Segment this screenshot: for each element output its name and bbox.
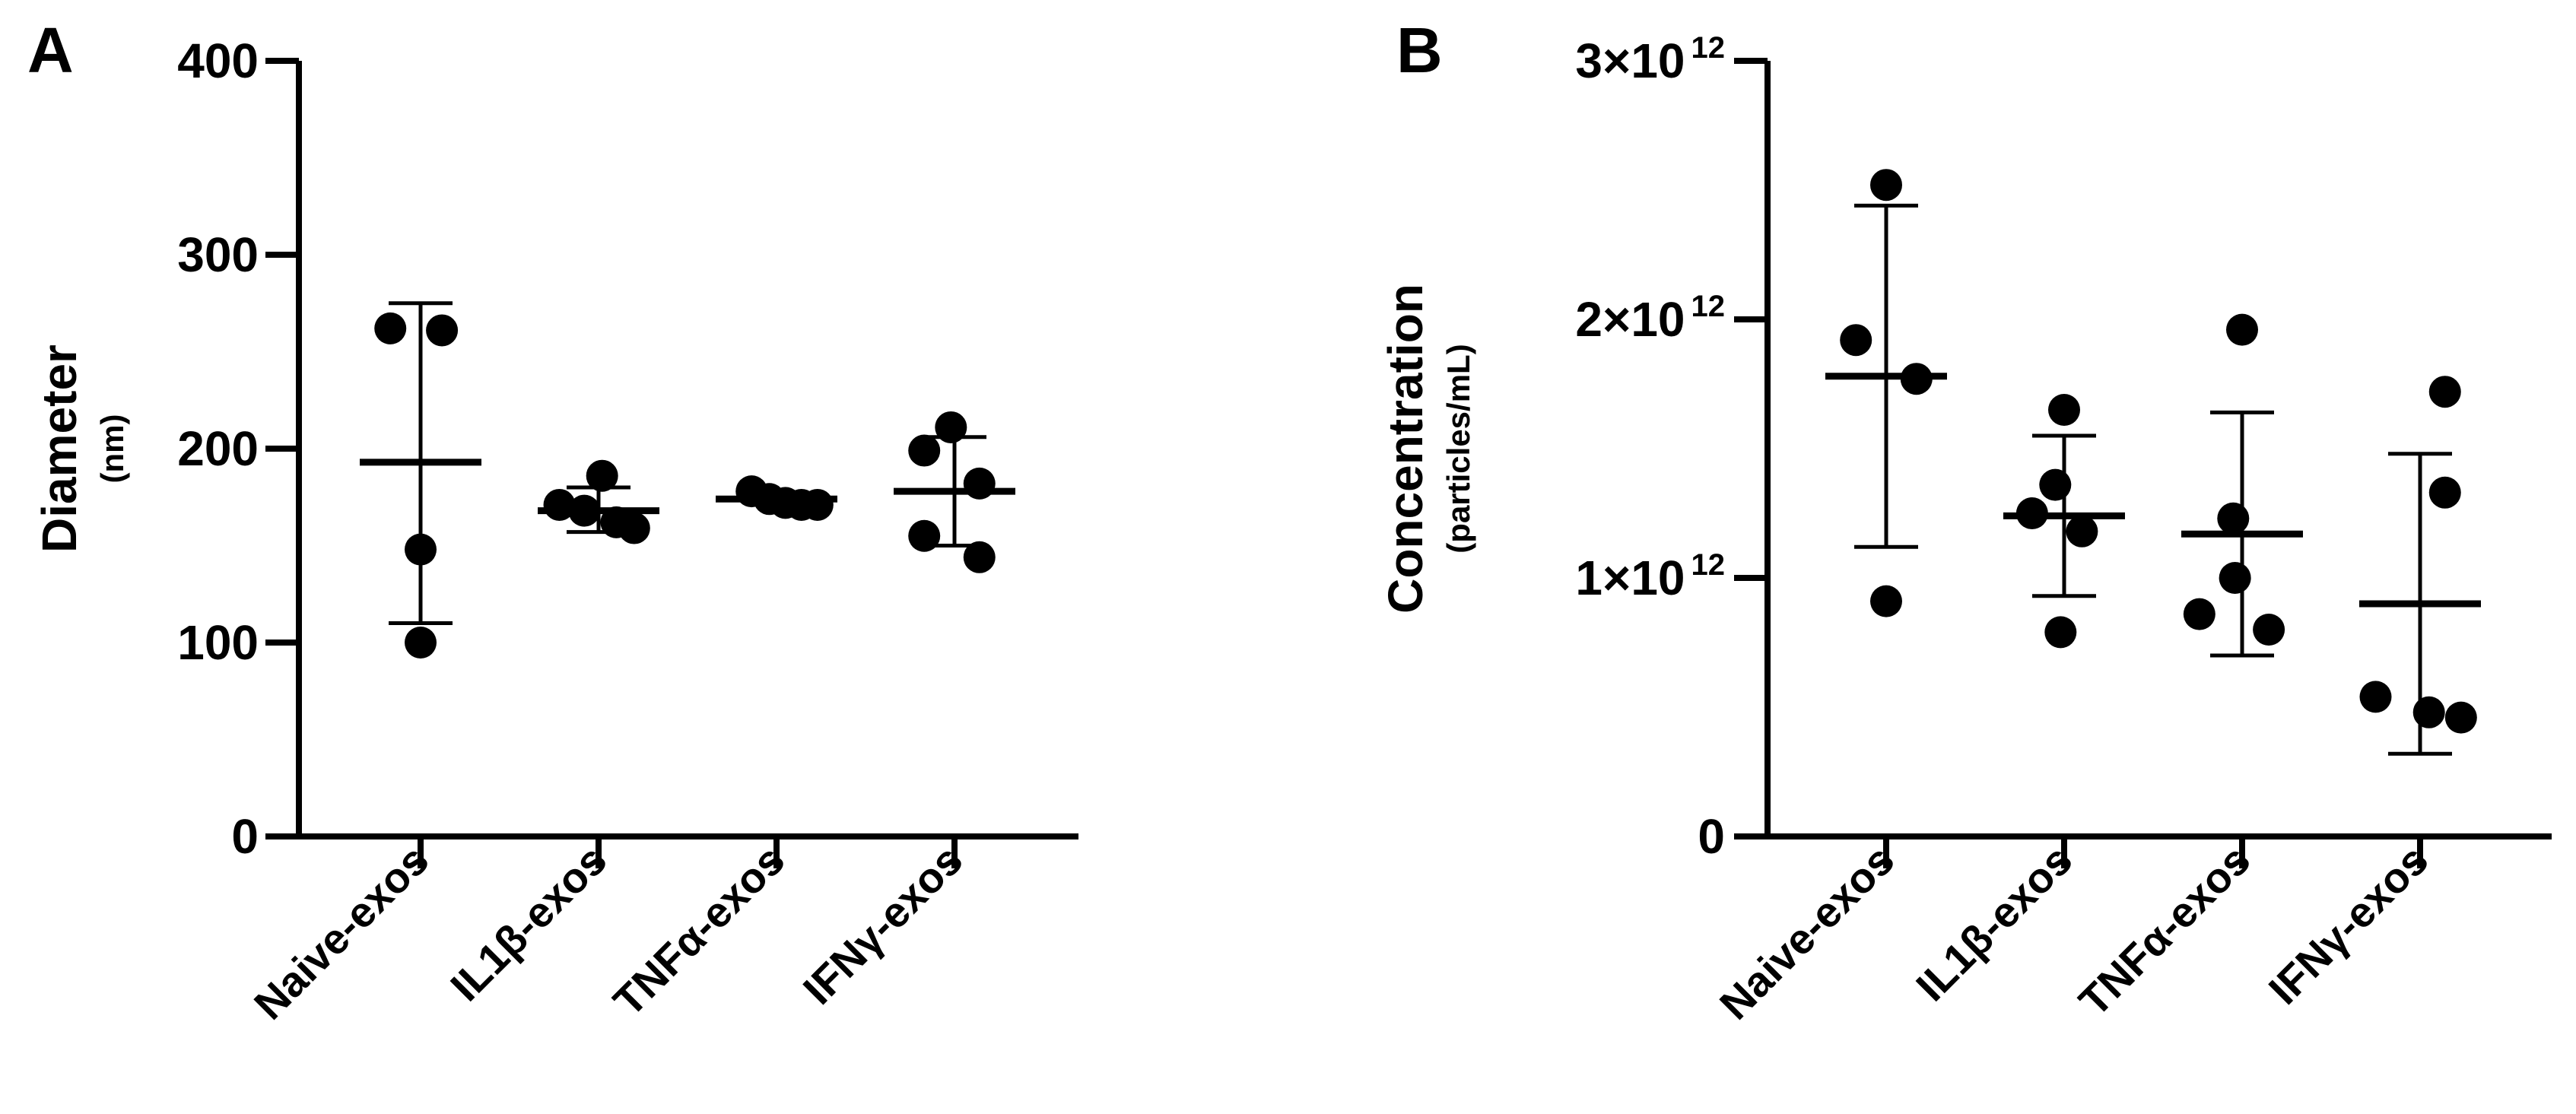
y-tick-label: 0 bbox=[1698, 809, 1725, 864]
data-point bbox=[2217, 502, 2250, 535]
y-axis-title: Diameter bbox=[32, 344, 87, 553]
data-point bbox=[405, 627, 437, 659]
data-point bbox=[426, 314, 459, 347]
data-point bbox=[2044, 616, 2077, 649]
y-tick-label: 3×10 12 bbox=[1575, 31, 1725, 88]
data-group-IFNγ-exos bbox=[2359, 376, 2481, 756]
data-point bbox=[963, 467, 996, 500]
data-point bbox=[2226, 313, 2258, 346]
y-tick-label: 400 bbox=[177, 33, 259, 88]
x-tick-label: IFNγ-exos bbox=[794, 836, 972, 1014]
x-tick-label: TNFα-exos bbox=[2069, 836, 2259, 1025]
data-point bbox=[618, 512, 650, 544]
data-group-IFNγ-exos bbox=[894, 411, 1015, 573]
x-tick-label: TNFα-exos bbox=[604, 836, 793, 1025]
data-point bbox=[405, 533, 437, 566]
data-point bbox=[2183, 598, 2215, 630]
data-point bbox=[2359, 681, 2392, 713]
panel-letter: A bbox=[27, 14, 74, 86]
data-point bbox=[374, 312, 407, 344]
data-point bbox=[1870, 169, 1902, 202]
data-group-Naive-exos bbox=[1825, 169, 1947, 617]
data-point bbox=[543, 488, 576, 521]
x-tick-label: IL1β-exos bbox=[441, 836, 615, 1010]
data-point bbox=[586, 459, 618, 492]
data-point bbox=[1870, 585, 1902, 617]
data-point bbox=[935, 411, 967, 443]
data-point bbox=[2428, 376, 2461, 408]
data-point bbox=[2048, 394, 2080, 426]
data-point bbox=[2253, 614, 2285, 646]
data-point bbox=[568, 494, 601, 527]
data-point bbox=[1840, 324, 1872, 357]
data-point bbox=[2444, 701, 2477, 734]
y-tick-label: 1×10 12 bbox=[1575, 548, 1725, 605]
data-point bbox=[2015, 497, 2048, 529]
data-point bbox=[2066, 515, 2098, 547]
y-tick-label: 2×10 12 bbox=[1575, 290, 1725, 347]
y-axis-title: Concentration bbox=[1378, 284, 1433, 614]
data-group-TNFα-exos bbox=[2181, 313, 2303, 658]
data-group-TNFα-exos bbox=[716, 475, 837, 521]
data-point bbox=[2039, 468, 2072, 501]
data-point bbox=[2219, 562, 2251, 594]
y-axis-unit: (particles/mL) bbox=[1440, 344, 1476, 553]
data-point bbox=[1900, 363, 1933, 395]
y-tick-label: 0 bbox=[231, 809, 259, 864]
y-tick-label: 300 bbox=[177, 227, 259, 282]
data-group-Naive-exos bbox=[360, 301, 481, 659]
panel-letter: B bbox=[1396, 14, 1443, 86]
data-point bbox=[2412, 696, 2445, 728]
data-point bbox=[908, 519, 941, 552]
y-tick-label: 200 bbox=[177, 421, 259, 476]
data-point bbox=[801, 488, 834, 521]
data-point bbox=[2428, 476, 2461, 509]
panel-a: A 0 100 200 300 400 Diameter (nm) Naive-exos IL1β… bbox=[27, 14, 1078, 1029]
x-tick-label: IFNγ-exos bbox=[2260, 836, 2438, 1014]
panel-b: B 0 1×10 12 2×10 12 3×10 12 Concentration (partic… bbox=[1378, 14, 2552, 1029]
data-point bbox=[963, 541, 996, 573]
y-axis-unit: (nm) bbox=[94, 414, 130, 484]
x-tick-label: Naive-exos bbox=[245, 836, 438, 1029]
data-group-IL1β-exos bbox=[2003, 394, 2125, 649]
data-point bbox=[908, 434, 941, 467]
data-group-IL1β-exos bbox=[538, 459, 659, 544]
y-tick-label: 100 bbox=[177, 615, 259, 670]
x-tick-label: IL1β-exos bbox=[1907, 836, 2081, 1010]
x-tick-label: Naive-exos bbox=[1710, 836, 1904, 1029]
